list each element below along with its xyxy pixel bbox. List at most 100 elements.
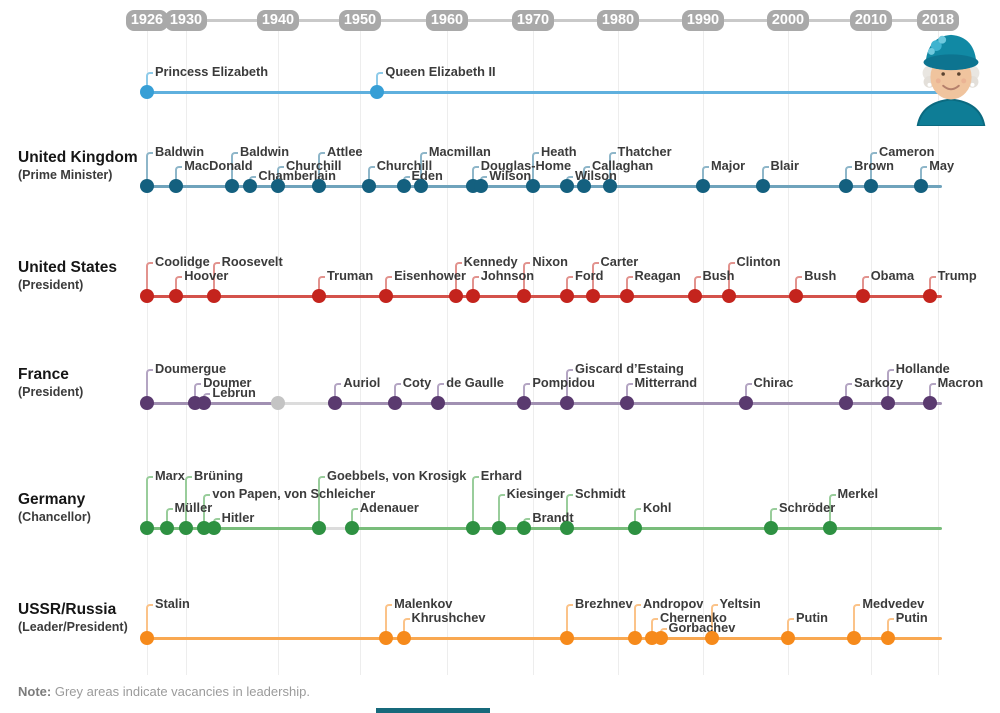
point-dot bbox=[140, 631, 154, 645]
point-connector bbox=[625, 383, 633, 397]
point-connector bbox=[702, 166, 709, 180]
point-label: Putin bbox=[895, 610, 928, 625]
point-connector bbox=[212, 518, 220, 522]
point-connector bbox=[471, 476, 479, 522]
footer-bar bbox=[376, 708, 490, 713]
point-dot bbox=[628, 521, 642, 535]
point-connector bbox=[146, 152, 153, 180]
point-label: Baldwin bbox=[155, 144, 205, 159]
point-connector bbox=[853, 604, 861, 632]
point-connector bbox=[566, 604, 573, 632]
point-label: Merkel bbox=[837, 486, 879, 501]
point-connector bbox=[566, 176, 573, 180]
point-label: Nixon bbox=[532, 254, 568, 269]
point-dot bbox=[140, 396, 154, 410]
footnote-text: Grey areas indicate vacancies in leaders… bbox=[54, 684, 310, 699]
point-label: Callaghan bbox=[592, 158, 654, 173]
row-title-france: France (President) bbox=[18, 366, 83, 400]
point-label: Trump bbox=[937, 268, 977, 283]
point-label: Truman bbox=[327, 268, 374, 283]
point-connector bbox=[249, 176, 257, 180]
point-connector bbox=[185, 476, 192, 522]
timeline-line-ussr bbox=[147, 636, 942, 640]
point-dot bbox=[243, 179, 258, 193]
point-connector bbox=[146, 262, 153, 290]
role-label: (Leader/President) bbox=[18, 620, 128, 634]
gridline bbox=[146, 21, 148, 675]
point-dot bbox=[225, 179, 239, 193]
point-connector bbox=[928, 276, 936, 290]
point-label: Brüning bbox=[194, 468, 244, 483]
point-connector bbox=[845, 383, 853, 397]
point-connector bbox=[845, 166, 853, 180]
point-dot bbox=[140, 85, 154, 99]
timeline-line-france bbox=[147, 401, 942, 405]
point-dot bbox=[169, 289, 184, 303]
point-label: Baldwin bbox=[240, 144, 290, 159]
point-label: Erhard bbox=[480, 468, 523, 483]
point-label: Princess Elizabeth bbox=[155, 64, 269, 79]
point-dot bbox=[465, 521, 480, 535]
point-dot bbox=[517, 521, 532, 535]
point-dot bbox=[653, 631, 668, 645]
axis-year-pill: 1980 bbox=[597, 10, 639, 31]
axis-year-pill: 1930 bbox=[165, 10, 207, 31]
gridline bbox=[870, 21, 872, 675]
point-label: Johnson bbox=[480, 268, 535, 283]
point-dot bbox=[560, 631, 574, 645]
point-dot bbox=[789, 289, 804, 303]
point-connector bbox=[861, 276, 869, 290]
point-dot bbox=[577, 179, 591, 193]
point-dot bbox=[922, 289, 937, 303]
point-label: Eisenhower bbox=[394, 268, 466, 283]
point-label: Coolidge bbox=[155, 254, 210, 269]
point-connector bbox=[318, 276, 325, 290]
point-dot bbox=[560, 521, 574, 535]
point-label: May bbox=[929, 158, 955, 173]
gridline bbox=[937, 21, 939, 675]
point-label: Kennedy bbox=[463, 254, 518, 269]
point-connector bbox=[437, 383, 445, 397]
point-label: Brown bbox=[854, 158, 894, 173]
country-label: Germany bbox=[18, 491, 86, 508]
point-connector bbox=[194, 383, 202, 397]
vacancy-dot bbox=[271, 396, 285, 410]
point-label: Major bbox=[711, 158, 746, 173]
point-connector bbox=[385, 276, 393, 290]
point-dot bbox=[379, 631, 394, 645]
point-dot bbox=[560, 289, 574, 303]
axis-year-pill: 1990 bbox=[682, 10, 724, 31]
point-connector bbox=[920, 166, 928, 180]
point-label: Hitler bbox=[221, 510, 255, 525]
point-dot bbox=[764, 521, 778, 535]
point-label: Bush bbox=[702, 268, 735, 283]
point-dot bbox=[413, 179, 428, 193]
country-label: United Kingdom bbox=[18, 149, 138, 166]
point-label: Giscard d’Estaing bbox=[575, 361, 684, 376]
point-dot bbox=[602, 179, 617, 193]
gridline bbox=[617, 21, 619, 675]
point-label: Pompidou bbox=[532, 375, 595, 390]
point-label: Kiesinger bbox=[506, 486, 565, 501]
row-title-germany: Germany (Chancellor) bbox=[18, 491, 91, 525]
axis-year-pill: 2018 bbox=[917, 10, 959, 31]
point-connector bbox=[651, 618, 658, 632]
point-label: Coty bbox=[402, 375, 432, 390]
point-dot bbox=[704, 631, 719, 645]
axis-year-pill: 1950 bbox=[339, 10, 381, 31]
point-connector bbox=[393, 383, 401, 397]
axis-year-pill: 1970 bbox=[512, 10, 554, 31]
point-label: Obama bbox=[870, 268, 915, 283]
point-label: Adenauer bbox=[359, 500, 419, 515]
timeline-line-us bbox=[147, 294, 942, 298]
point-connector bbox=[367, 166, 375, 180]
axis-year-pill: 2000 bbox=[767, 10, 809, 31]
point-label: Malenkov bbox=[394, 596, 453, 611]
point-label: Churchill bbox=[286, 158, 342, 173]
point-connector bbox=[523, 518, 531, 522]
point-connector bbox=[334, 383, 342, 397]
point-connector bbox=[566, 369, 573, 397]
point-dot bbox=[687, 289, 702, 303]
country-label: France bbox=[18, 366, 69, 383]
point-dot bbox=[922, 396, 937, 410]
